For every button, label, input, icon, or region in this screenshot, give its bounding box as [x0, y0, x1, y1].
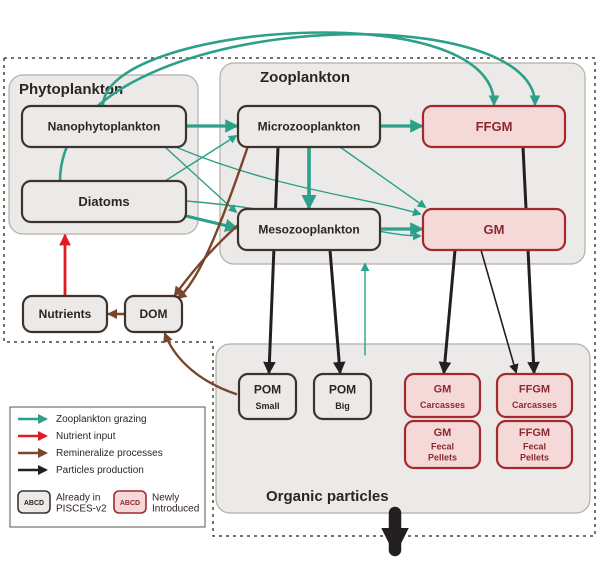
- node-ff_car: [497, 374, 572, 417]
- node-label-meso: Mesozooplankton: [258, 223, 359, 237]
- node-gm_car: [405, 374, 480, 417]
- group-title-zoo: Zooplankton: [260, 69, 350, 86]
- legend-swatch-tag-existing: ABCD: [24, 500, 44, 507]
- node-label-micro: Microzooplankton: [258, 120, 361, 134]
- node-label-gm: GM: [484, 222, 505, 237]
- node-label3-gm_fp: Pellets: [428, 452, 457, 462]
- node-label-nano: Nanophytoplankton: [48, 120, 161, 134]
- legend-label-graze: Zooplankton grazing: [56, 414, 147, 425]
- legend-boxlabel1-existing: Already in: [56, 493, 100, 504]
- node-label-ffgm: FFGM: [476, 119, 513, 134]
- node-label2-ff_fp: Fecal: [523, 441, 546, 451]
- legend-boxlabel1-new: Newly: [152, 493, 179, 504]
- node-label-poms: POM: [254, 383, 281, 397]
- node-label-dom: DOM: [140, 307, 168, 321]
- node-label2-gm_fp: Fecal: [431, 441, 454, 451]
- node-label-nutr: Nutrients: [39, 307, 92, 321]
- legend-label-nutrient: Nutrient input: [56, 431, 116, 442]
- legend-boxlabel2-new: Introduced: [152, 504, 199, 515]
- node-label-gm_car: GM: [434, 383, 452, 395]
- node-label-ff_car: FFGM: [519, 383, 550, 395]
- node-label2-poms: Small: [255, 401, 279, 411]
- node-label2-ff_car: Carcasses: [512, 400, 557, 410]
- node-label-pomb: POM: [329, 383, 356, 397]
- node-label-gm_fp: GM: [434, 427, 452, 439]
- legend-label-reminer: Remineralize processes: [56, 448, 163, 459]
- group-title-org: Organic particles: [266, 488, 389, 505]
- legend-swatch-tag-new: ABCD: [120, 500, 140, 507]
- node-label2-pomb: Big: [335, 401, 350, 411]
- legend-label-particles: Particles production: [56, 465, 144, 476]
- node-label-diat: Diatoms: [78, 194, 129, 209]
- node-label-ff_fp: FFGM: [519, 427, 550, 439]
- node-label3-ff_fp: Pellets: [520, 452, 549, 462]
- legend-boxlabel2-existing: PISCES-v2: [56, 504, 107, 515]
- node-label2-gm_car: Carcasses: [420, 400, 465, 410]
